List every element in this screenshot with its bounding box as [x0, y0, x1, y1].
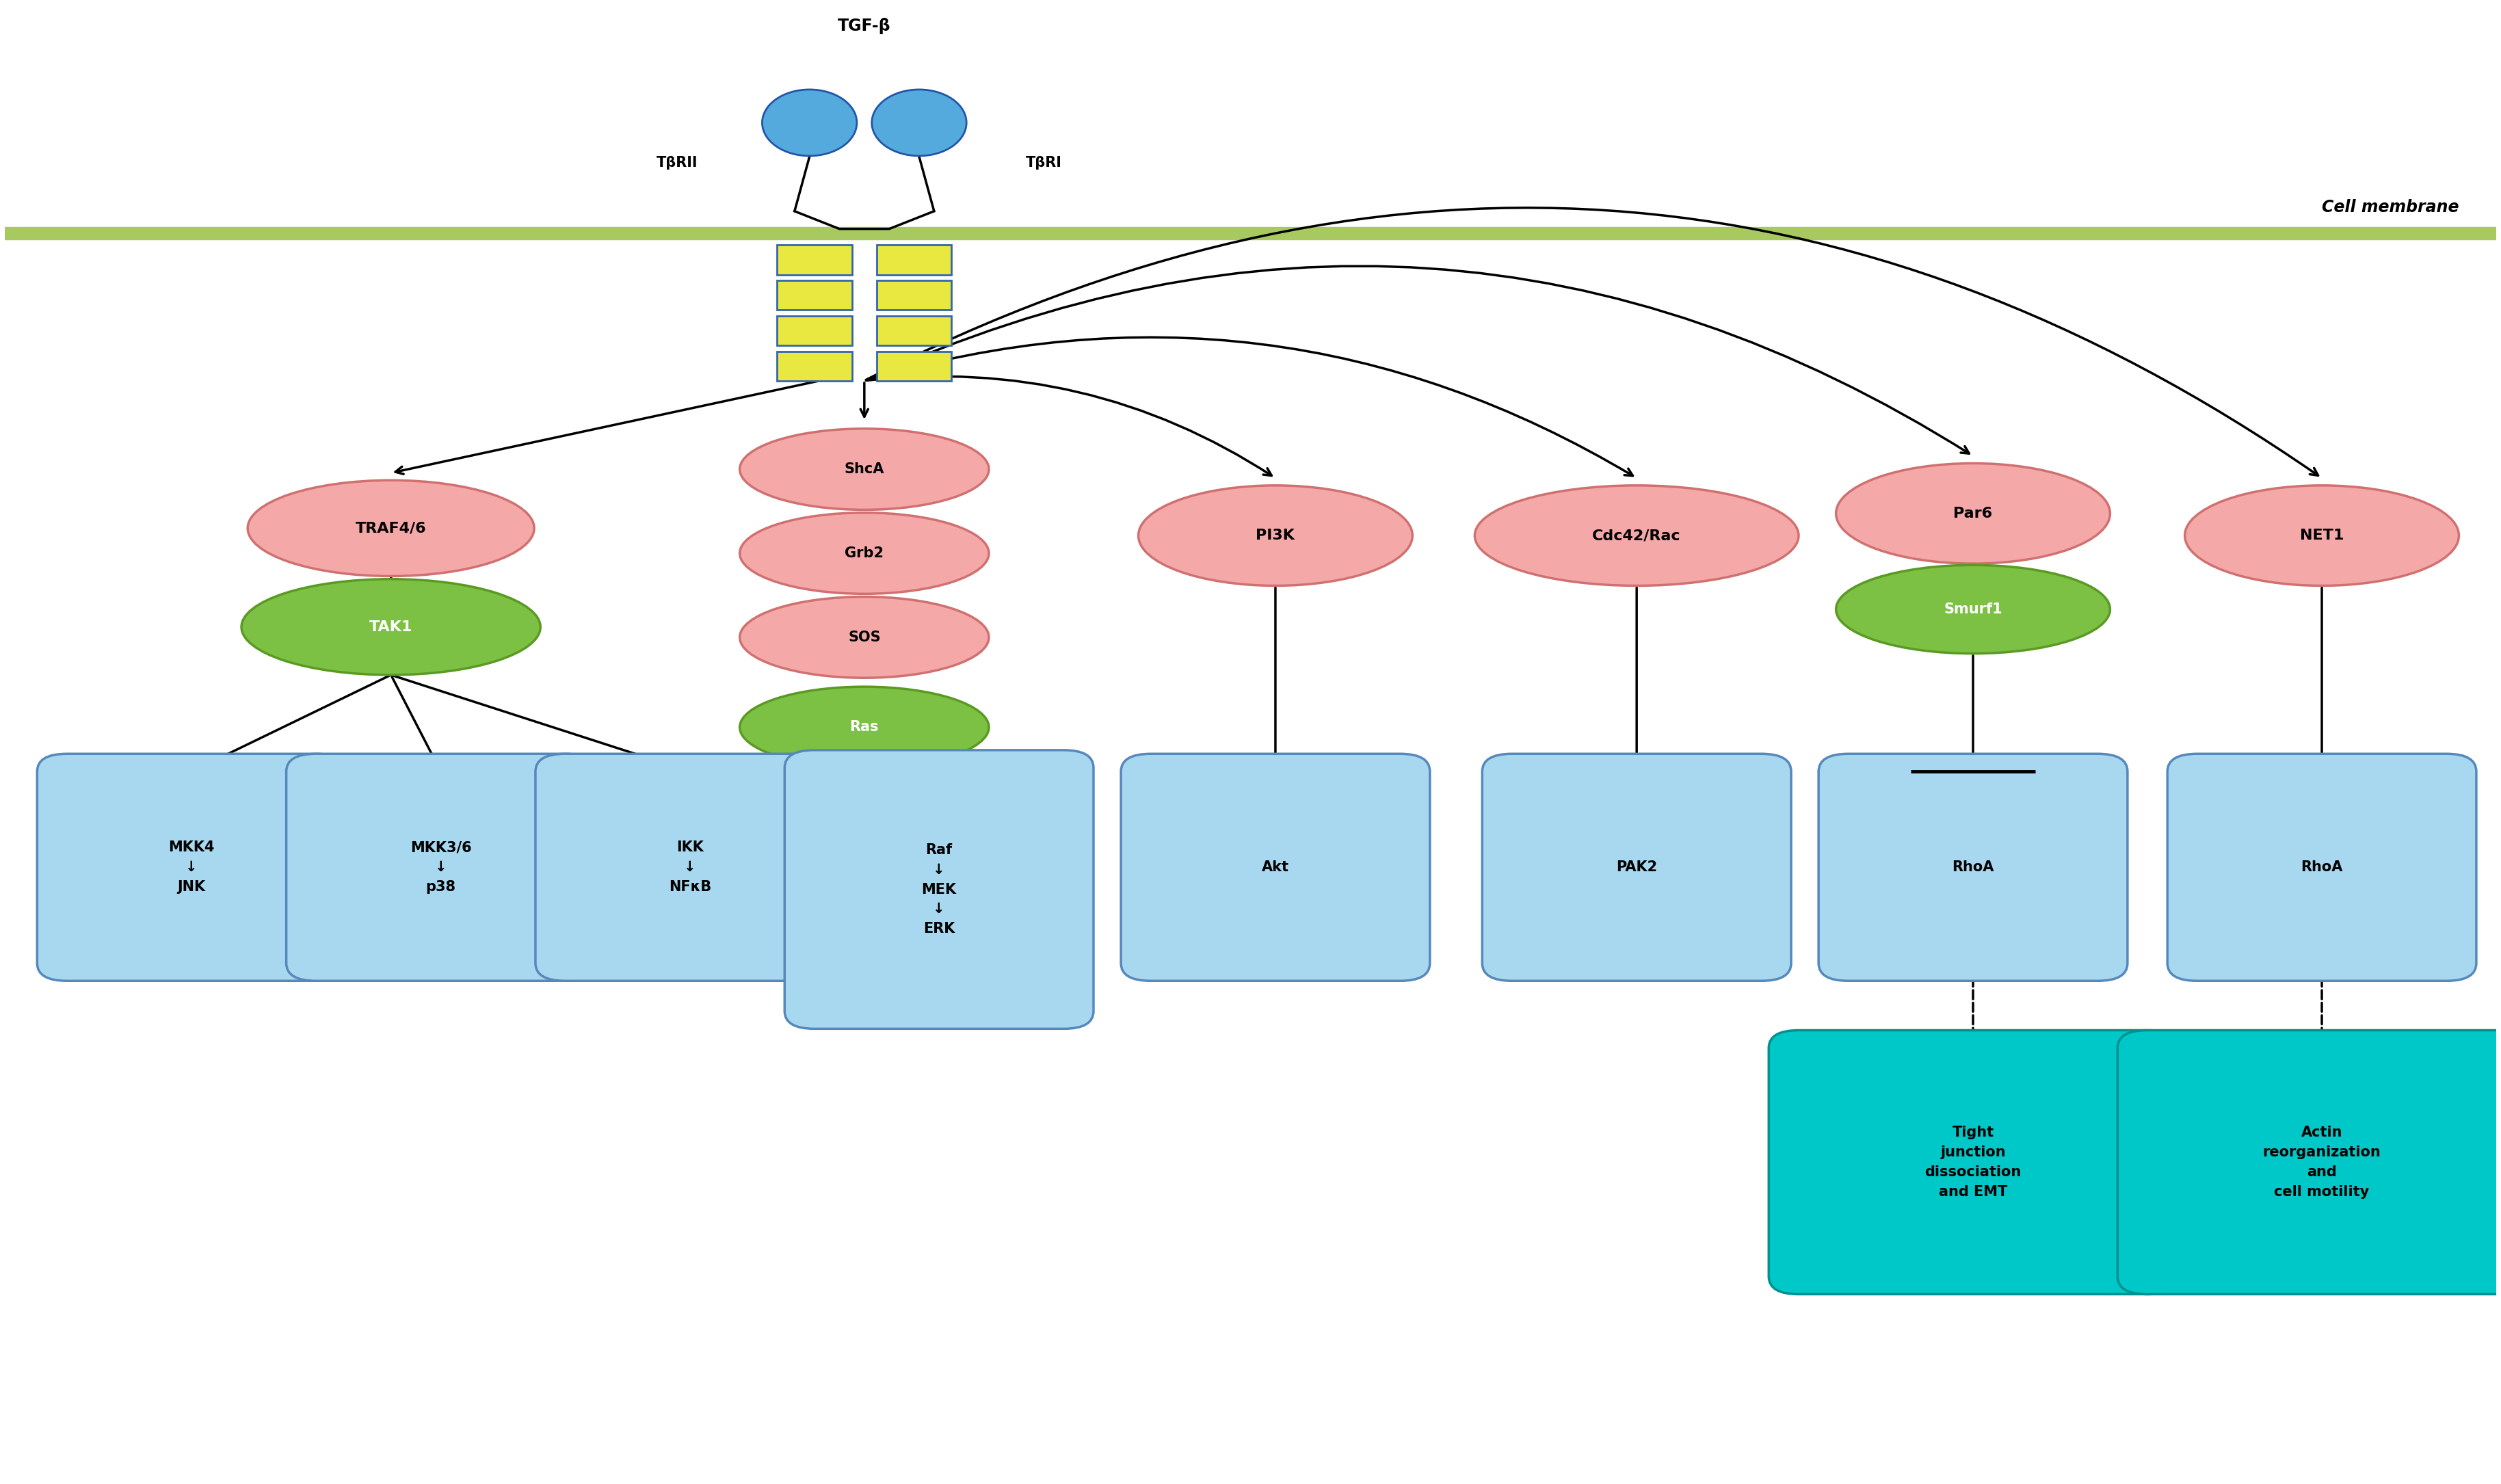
Text: TRAF4/6: TRAF4/6	[355, 521, 425, 536]
Text: Ras: Ras	[850, 720, 878, 735]
FancyBboxPatch shape	[778, 245, 853, 275]
FancyBboxPatch shape	[285, 754, 595, 981]
Text: SOS: SOS	[848, 631, 880, 644]
FancyBboxPatch shape	[778, 316, 853, 346]
Text: NET1: NET1	[2301, 528, 2343, 543]
Text: MKK3/6
↓
p38: MKK3/6 ↓ p38	[410, 841, 470, 893]
FancyBboxPatch shape	[535, 754, 845, 981]
Ellipse shape	[740, 429, 988, 510]
FancyBboxPatch shape	[878, 316, 950, 346]
Text: PI3K: PI3K	[1256, 528, 1296, 543]
Ellipse shape	[243, 579, 540, 675]
Text: Actin
reorganization
and
cell motility: Actin reorganization and cell motility	[2263, 1126, 2381, 1199]
Text: ShcA: ShcA	[845, 463, 885, 476]
Text: Cdc42/Rac: Cdc42/Rac	[1593, 528, 1681, 543]
Text: Smurf1: Smurf1	[1943, 603, 2003, 616]
Text: Par6: Par6	[1953, 506, 1993, 521]
FancyBboxPatch shape	[778, 280, 853, 310]
Ellipse shape	[740, 597, 988, 678]
FancyBboxPatch shape	[778, 352, 853, 381]
Ellipse shape	[1836, 565, 2111, 653]
FancyBboxPatch shape	[878, 352, 950, 381]
Text: Cell membrane: Cell membrane	[2321, 199, 2458, 215]
FancyBboxPatch shape	[1818, 754, 2128, 981]
Text: PAK2: PAK2	[1616, 861, 1658, 874]
FancyBboxPatch shape	[2168, 754, 2476, 981]
Ellipse shape	[1476, 485, 1798, 586]
Ellipse shape	[873, 89, 965, 156]
FancyBboxPatch shape	[878, 280, 950, 310]
Ellipse shape	[2186, 485, 2458, 586]
FancyBboxPatch shape	[2118, 1030, 2501, 1294]
Ellipse shape	[248, 481, 535, 576]
Text: MKK4
↓
JNK: MKK4 ↓ JNK	[168, 841, 215, 893]
Ellipse shape	[763, 89, 858, 156]
FancyBboxPatch shape	[1768, 1030, 2178, 1294]
Text: Grb2: Grb2	[845, 546, 883, 559]
Text: RhoA: RhoA	[1953, 861, 1993, 874]
Ellipse shape	[740, 512, 988, 594]
FancyBboxPatch shape	[1483, 754, 1791, 981]
FancyBboxPatch shape	[878, 245, 950, 275]
FancyBboxPatch shape	[1120, 754, 1431, 981]
FancyBboxPatch shape	[38, 754, 345, 981]
Text: TAK1: TAK1	[370, 620, 413, 634]
Text: Akt: Akt	[1261, 861, 1288, 874]
FancyBboxPatch shape	[785, 749, 1093, 1028]
Text: IKK
↓
NFκB: IKK ↓ NFκB	[668, 841, 710, 893]
Text: TβRII: TβRII	[658, 156, 698, 169]
Text: Tight
junction
dissociation
and EMT: Tight junction dissociation and EMT	[1926, 1126, 2021, 1199]
Text: TβRI: TβRI	[1025, 156, 1063, 169]
Ellipse shape	[1138, 485, 1413, 586]
Ellipse shape	[740, 687, 988, 767]
Text: RhoA: RhoA	[2301, 861, 2343, 874]
Text: Raf
↓
MEK
↓
ERK: Raf ↓ MEK ↓ ERK	[920, 843, 955, 936]
Ellipse shape	[1836, 463, 2111, 564]
Text: TGF-β: TGF-β	[838, 18, 890, 34]
